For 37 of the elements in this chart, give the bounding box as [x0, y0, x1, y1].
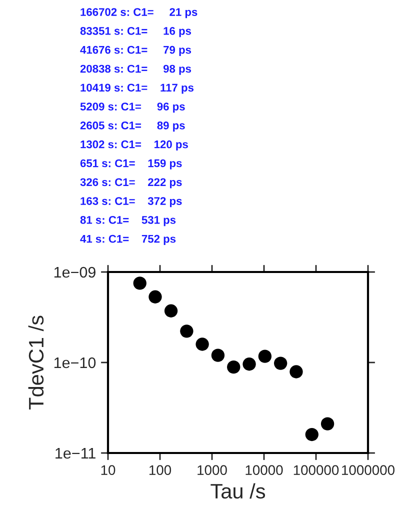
- x-axis-title: Tau /s: [210, 483, 266, 499]
- point: [320, 417, 334, 430]
- text: 651 s: C1= 159 ps: [80, 159, 182, 170]
- text: 10419 s: C1= 117 ps: [80, 84, 194, 94]
- point: [242, 358, 256, 371]
- point: [180, 324, 194, 338]
- point: [164, 304, 178, 318]
- x-tick-label: 1000: [198, 465, 227, 476]
- y-axis-title: TdevC1 /s: [28, 316, 44, 410]
- text: 1302 s: C1= 120 ps: [80, 140, 188, 150]
- point: [211, 348, 225, 362]
- text: 81 s: C1= 531 ps: [80, 216, 176, 226]
- point: [196, 338, 209, 351]
- y-tick-label: 1e−11: [56, 448, 96, 459]
- point: [258, 350, 272, 363]
- x-tick-label: 10000: [246, 465, 283, 476]
- text: 5209 s: C1= 96 ps: [80, 102, 185, 113]
- text: 20838 s: C1= 98 ps: [80, 64, 192, 75]
- text: 326 s: C1= 222 ps: [80, 178, 182, 188]
- text: 83351 s: C1= 16 ps: [80, 27, 192, 38]
- text: 163 s: C1= 372 ps: [80, 197, 182, 208]
- text: 166702 s: C1= 21 ps: [80, 8, 198, 18]
- y-tick-label: 1e−09: [54, 266, 96, 278]
- point: [290, 365, 303, 378]
- x-tick-label: 10: [101, 465, 116, 476]
- x-tick-label: 100: [149, 465, 172, 476]
- x-tick-label: 1000000: [342, 465, 394, 476]
- text: 41 s: C1= 752 ps: [80, 234, 176, 245]
- point: [305, 428, 318, 442]
- point: [133, 276, 146, 290]
- text: 41676 s: C1= 79 ps: [80, 46, 192, 56]
- point: [148, 290, 162, 304]
- point: [227, 360, 240, 374]
- x-tick-label: 100000: [294, 465, 339, 476]
- point: [274, 356, 288, 370]
- y-tick-label: 1e−10: [54, 357, 96, 368]
- text: 2605 s: C1= 89 ps: [80, 122, 185, 132]
